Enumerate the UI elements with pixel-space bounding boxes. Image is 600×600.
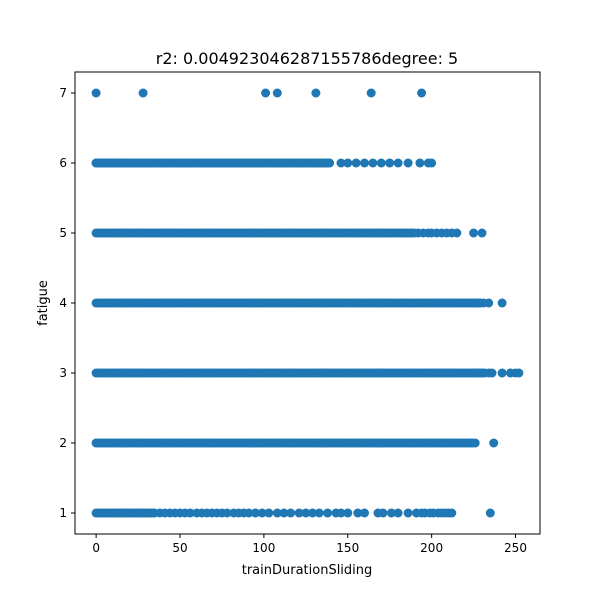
data-point: [469, 228, 479, 238]
data-point: [487, 368, 497, 378]
data-point: [343, 158, 353, 168]
x-tick-label: 0: [92, 541, 100, 555]
data-point: [353, 508, 363, 518]
data-point: [470, 438, 480, 448]
data-point: [308, 508, 317, 518]
data-points: [91, 88, 524, 518]
x-tick-label: 150: [336, 541, 359, 555]
data-point: [417, 88, 427, 98]
data-point: [393, 508, 403, 518]
data-point: [403, 158, 413, 168]
data-point: [222, 508, 232, 518]
data-point: [360, 508, 369, 518]
data-point: [301, 508, 311, 518]
x-axis-ticks: 0 50 100 150 200 250: [92, 534, 527, 555]
data-point: [485, 508, 495, 518]
data-point: [378, 508, 388, 518]
data-point: [336, 158, 346, 168]
data-point: [403, 508, 413, 518]
data-point: [336, 508, 346, 518]
y-tick-label: 4: [59, 296, 67, 310]
data-point: [343, 508, 353, 518]
data-point: [385, 158, 395, 168]
y-tick-label: 3: [59, 366, 67, 380]
data-point: [497, 368, 507, 378]
data-point: [264, 508, 274, 518]
x-axis-label: trainDurationSliding: [242, 563, 373, 578]
data-point: [91, 88, 101, 98]
x-tick-label: 250: [504, 541, 527, 555]
data-point: [484, 298, 494, 308]
data-point: [323, 158, 333, 168]
data-point: [294, 508, 304, 518]
y-axis-label: fatigue: [36, 280, 51, 326]
data-point: [272, 88, 282, 98]
data-point: [368, 158, 378, 168]
data-point: [244, 508, 254, 518]
data-point: [393, 158, 403, 168]
data-point: [279, 508, 289, 518]
y-tick-label: 5: [59, 226, 67, 240]
data-point: [286, 508, 296, 518]
y-axis-ticks: 1 2 3 4 5 6 7: [59, 86, 75, 520]
data-point: [323, 508, 333, 518]
data-point: [427, 158, 437, 168]
data-point: [447, 508, 457, 518]
data-point: [261, 88, 271, 98]
y-tick-label: 1: [59, 506, 67, 520]
data-point: [415, 158, 425, 168]
data-point: [251, 508, 260, 518]
y-tick-label: 6: [59, 156, 67, 170]
x-tick-label: 50: [172, 541, 187, 555]
x-tick-label: 100: [252, 541, 275, 555]
data-point: [477, 228, 487, 238]
data-point: [489, 438, 499, 448]
data-point: [257, 508, 267, 518]
y-tick-label: 2: [59, 436, 67, 450]
data-point: [185, 508, 195, 518]
data-point: [514, 368, 524, 378]
chart-title: r2: 0.004923046287155786degree: 5: [156, 49, 458, 68]
data-point: [272, 508, 282, 518]
x-tick-label: 200: [420, 541, 443, 555]
y-tick-label: 7: [59, 86, 67, 100]
data-point: [351, 158, 361, 168]
data-point: [376, 158, 386, 168]
data-point: [452, 228, 462, 238]
data-point: [497, 298, 507, 308]
data-point: [314, 508, 324, 518]
data-point: [366, 88, 376, 98]
data-point: [360, 158, 369, 168]
data-point: [386, 508, 396, 518]
data-point: [311, 88, 321, 98]
data-point: [138, 88, 148, 98]
